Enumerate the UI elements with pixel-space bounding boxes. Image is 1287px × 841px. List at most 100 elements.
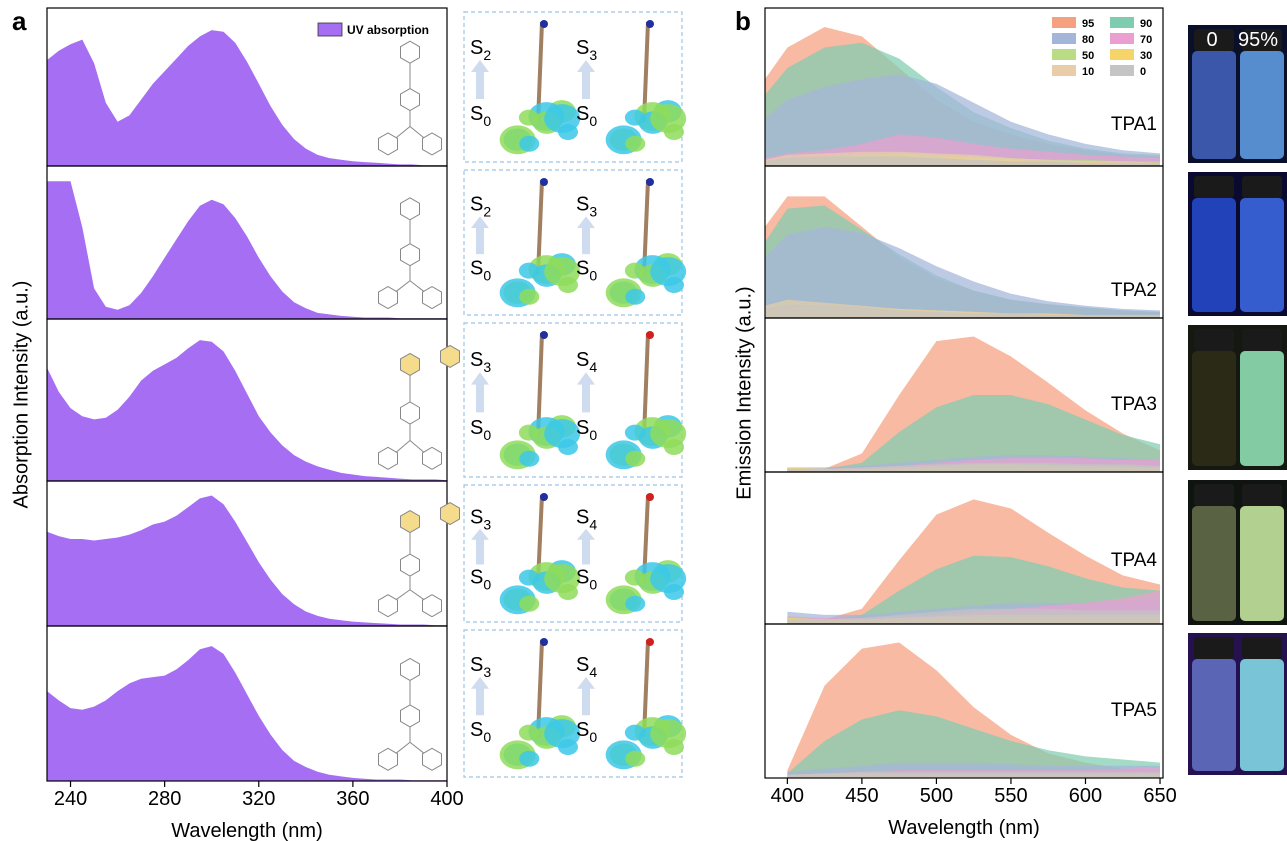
orbital-lobe <box>625 135 646 152</box>
transition-arrow <box>471 677 489 716</box>
atom <box>646 493 654 501</box>
molecule-ring <box>400 657 420 681</box>
transition-arrow <box>577 216 595 255</box>
legend-label: 95 <box>1082 18 1094 30</box>
area <box>787 608 1160 624</box>
state-upper: S3 <box>470 506 491 532</box>
x-tick-label: 650 <box>1143 785 1176 807</box>
x-tick-label: 550 <box>994 785 1027 807</box>
legend-swatch <box>1110 33 1134 44</box>
atom <box>540 20 548 28</box>
state-index: 0 <box>589 427 597 443</box>
legend-swatch <box>1052 33 1076 44</box>
plot-frame <box>764 623 1164 779</box>
state-index: 0 <box>589 577 597 593</box>
orbital-lobe <box>544 419 581 448</box>
state-lower: S0 <box>470 417 491 443</box>
area <box>47 340 447 481</box>
state-lower: S0 <box>576 257 597 283</box>
molecule-ring <box>378 286 398 310</box>
area <box>47 30 447 166</box>
atom <box>540 331 548 339</box>
orbital-lobe <box>650 419 687 448</box>
area <box>47 646 447 781</box>
state-symbol: S <box>576 257 589 279</box>
state-upper: S4 <box>576 349 597 375</box>
molecule-ring <box>422 446 442 470</box>
state-symbol: S <box>576 349 589 371</box>
state-symbol: S <box>576 194 589 216</box>
legend-swatch <box>1110 65 1134 76</box>
orbital-lobe <box>625 750 646 767</box>
vial-cap <box>1242 29 1282 51</box>
state-symbol: S <box>470 506 483 528</box>
vial <box>1192 198 1236 312</box>
state-symbol: S <box>576 37 589 59</box>
molecule-ring <box>400 553 420 577</box>
vial <box>1240 506 1284 621</box>
plot-frame <box>46 625 448 782</box>
x-tick-label: 400 <box>430 788 463 810</box>
molecule-ring <box>422 132 442 156</box>
area <box>787 462 1160 472</box>
transition-arrow <box>471 528 489 565</box>
transition-arrow <box>577 677 595 716</box>
legend-swatch <box>317 22 343 37</box>
subplot-label: TPA5 <box>1111 700 1157 721</box>
area <box>787 395 1160 472</box>
molecule-ring <box>422 747 442 771</box>
state-upper: S4 <box>576 654 597 680</box>
molecule-bond <box>395 741 411 754</box>
area <box>765 74 1160 166</box>
orbital-box <box>463 484 683 623</box>
state-index: 4 <box>589 359 597 375</box>
atom <box>646 178 654 186</box>
vial <box>1240 51 1284 159</box>
molecule-ring <box>400 243 420 267</box>
molecule-bond <box>395 440 411 453</box>
subplot-label: TPA4 <box>1111 550 1158 571</box>
vial-cap <box>1242 637 1282 659</box>
area <box>765 156 1160 166</box>
subplot-label: TPA2 <box>1111 280 1157 301</box>
orbital-box <box>463 322 683 478</box>
vial <box>1192 506 1236 621</box>
molecule-ring <box>400 352 420 376</box>
orbital-lobe <box>625 595 646 612</box>
state-index: 3 <box>589 204 597 220</box>
x-tick-label: 360 <box>336 788 369 810</box>
state-lower: S0 <box>470 719 491 745</box>
orbital-lobe <box>519 288 540 305</box>
transition-arrow <box>577 60 595 99</box>
state-upper: S3 <box>576 194 597 220</box>
subplot-label: TPA1 <box>1111 114 1157 135</box>
vial-cap <box>1194 176 1234 198</box>
orbital-lobe <box>544 719 581 748</box>
state-symbol: S <box>576 567 589 589</box>
state-symbol: S <box>576 103 589 125</box>
orbital-lobe <box>650 719 687 748</box>
x-tick-label: 500 <box>920 785 953 807</box>
atom <box>646 638 654 646</box>
state-index: 0 <box>483 113 491 129</box>
state-lower: S0 <box>576 103 597 129</box>
transition-arrow <box>577 372 595 413</box>
state-symbol: S <box>470 103 483 125</box>
legend-swatch <box>1110 17 1134 28</box>
area <box>47 495 447 626</box>
vial <box>1192 659 1236 771</box>
orbital-lobe <box>519 595 540 612</box>
state-index: 4 <box>589 516 597 532</box>
vial <box>1240 659 1284 771</box>
legend-swatch <box>1110 49 1134 60</box>
area <box>765 304 1160 318</box>
molecule-bond <box>395 126 411 139</box>
molecule-ring <box>422 286 442 310</box>
orbital-lobe <box>519 750 540 767</box>
state-index: 0 <box>589 113 597 129</box>
orbital-lobe <box>544 257 581 286</box>
legend-label: 30 <box>1140 50 1152 62</box>
orbital-lobe <box>625 450 646 467</box>
state-symbol: S <box>576 417 589 439</box>
